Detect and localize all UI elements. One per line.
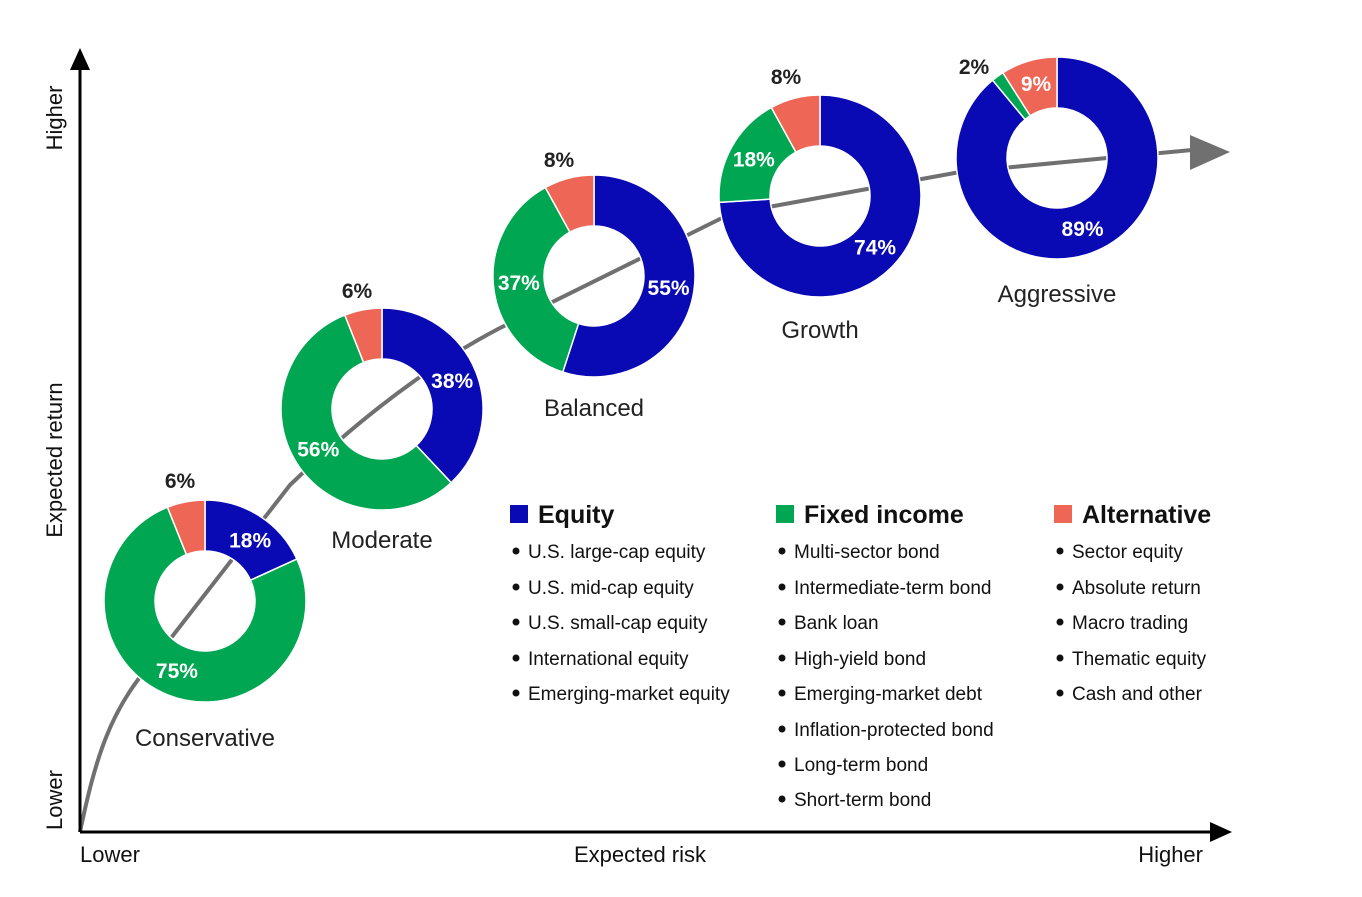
- legend-bullet: [778, 654, 786, 662]
- x-low-label: Lower: [80, 842, 140, 867]
- y-axis-title: Expected return: [42, 382, 67, 537]
- slice-conservative-alternative: [166, 499, 206, 556]
- legend-item-alternative: Sector equity: [1072, 542, 1183, 563]
- legend-item-alternative: Thematic equity: [1072, 649, 1207, 670]
- donut-aggressive: 89% 2% 9% Aggressive: [955, 56, 1159, 308]
- label-conservative-equity: 18%: [229, 529, 271, 552]
- legend-bullet: [1056, 618, 1064, 626]
- legend-bullet: [512, 618, 520, 626]
- legend-title-alternative: Alternative: [1082, 501, 1211, 529]
- legend-bullet: [512, 654, 520, 662]
- slice-moderate-equity: [381, 307, 484, 484]
- legend-title-fixed-income: Fixed income: [804, 501, 964, 529]
- portfolio-name-moderate: Moderate: [331, 527, 432, 554]
- label-aggressive-equity: 89%: [1062, 218, 1104, 241]
- legend-bullet: [1056, 689, 1064, 697]
- legend-swatch-fixed-income: [776, 505, 794, 523]
- legend-title-equity: Equity: [538, 501, 614, 529]
- legend-item-fixed-income: Multi-sector bond: [794, 542, 940, 563]
- legend-item-equity: Emerging-market equity: [528, 684, 730, 705]
- label-moderate-fixed-income: 56%: [297, 438, 339, 461]
- x-axis-title: Expected risk: [574, 842, 707, 867]
- legend-item-fixed-income: Bank loan: [794, 613, 879, 634]
- x-axis-arrowhead: [1210, 822, 1232, 842]
- legend-bullet: [778, 689, 786, 697]
- legend-bullet: [778, 618, 786, 626]
- slice-balanced-fixed-income: [492, 186, 580, 374]
- x-high-label: Higher: [1138, 842, 1203, 867]
- trend-arrowhead: [1190, 135, 1230, 170]
- legend-swatch-equity: [510, 505, 528, 523]
- slice-conservative-fixed-income: [103, 506, 307, 703]
- label-moderate-equity: 38%: [431, 370, 473, 393]
- portfolio-name-aggressive: Aggressive: [998, 281, 1117, 308]
- legend-bullet: [1056, 583, 1064, 591]
- label-moderate-alternative: 6%: [342, 280, 373, 303]
- slice-aggressive-equity: [955, 56, 1159, 260]
- legend-bullet: [512, 689, 520, 697]
- label-aggressive-fixed-income: 2%: [959, 56, 990, 79]
- legend-item-fixed-income: Long-term bond: [794, 755, 928, 776]
- legend-bullet: [778, 760, 786, 768]
- legend-item-fixed-income: High-yield bond: [794, 649, 926, 670]
- slice-balanced-alternative: [544, 174, 595, 234]
- y-high-label: Higher: [42, 86, 67, 151]
- legend-item-fixed-income: Short-term bond: [794, 790, 931, 811]
- portfolio-name-balanced: Balanced: [544, 395, 644, 422]
- label-balanced-alternative: 8%: [544, 149, 575, 172]
- donut-moderate: 38% 56% 6% Moderate: [280, 280, 484, 554]
- legend-item-fixed-income: Intermediate-term bond: [794, 578, 992, 599]
- slice-growth-alternative: [770, 94, 821, 154]
- legend-bullet: [778, 725, 786, 733]
- legend-item-equity: International equity: [528, 649, 689, 670]
- y-axis-arrowhead: [70, 48, 90, 70]
- legend-swatch-alternative: [1054, 505, 1072, 523]
- donut-balanced: 55% 37% 8% Balanced: [492, 149, 696, 422]
- slice-moderate-fixed-income: [280, 314, 453, 511]
- legend-item-alternative: Macro trading: [1072, 613, 1188, 634]
- legend-item-fixed-income: Inflation-protected bond: [794, 720, 994, 741]
- label-conservative-fixed-income: 75%: [156, 660, 198, 683]
- label-aggressive-alternative: 9%: [1021, 73, 1052, 96]
- slice-balanced-equity: [561, 174, 696, 378]
- legend-bullet: [1056, 654, 1064, 662]
- donut-conservative: 18% 75% 6% Conservative: [103, 470, 307, 752]
- portfolio-name-growth: Growth: [781, 317, 858, 344]
- label-conservative-alternative: 6%: [165, 470, 196, 493]
- label-growth-alternative: 8%: [771, 66, 802, 89]
- slice-moderate-alternative: [343, 307, 383, 364]
- legend-item-equity: U.S. small-cap equity: [528, 613, 708, 634]
- label-growth-equity: 74%: [854, 237, 896, 260]
- legend-item-equity: U.S. large-cap equity: [528, 542, 706, 563]
- legend-bullet: [1056, 547, 1064, 555]
- legend-column-equity: Equity U.S. large-cap equity U.S. mid-cap …: [510, 501, 730, 705]
- legend-column-fixed-income: Fixed income Multi-sector bond Intermediat…: [776, 501, 994, 811]
- donut-growth: 74% 18% 8% Growth: [718, 66, 922, 344]
- legend-item-fixed-income: Emerging-market debt: [794, 684, 983, 705]
- label-growth-fixed-income: 18%: [733, 149, 775, 172]
- label-balanced-equity: 55%: [648, 277, 690, 300]
- slice-growth-equity: [718, 94, 922, 298]
- legend-item-equity: U.S. mid-cap equity: [528, 578, 694, 599]
- legend-bullet: [778, 583, 786, 591]
- slice-aggressive-alternative: [1001, 56, 1058, 117]
- legend-item-alternative: Cash and other: [1072, 684, 1203, 705]
- label-balanced-fixed-income: 37%: [498, 272, 540, 295]
- donut-group: 18% 75% 6% Conservative 38% 56% 6% Moderate 55% 3…: [103, 56, 1159, 752]
- legend: Equity U.S. large-cap equity U.S. mid-cap …: [510, 501, 1211, 811]
- portfolio-name-conservative: Conservative: [135, 725, 275, 752]
- legend-bullet: [512, 547, 520, 555]
- legend-bullet: [778, 547, 786, 555]
- legend-item-alternative: Absolute return: [1072, 578, 1201, 599]
- legend-bullet: [778, 795, 786, 803]
- legend-column-alternative: Alternative Sector equity Absolute return M…: [1054, 501, 1211, 705]
- y-low-label: Lower: [42, 770, 67, 830]
- legend-bullet: [512, 583, 520, 591]
